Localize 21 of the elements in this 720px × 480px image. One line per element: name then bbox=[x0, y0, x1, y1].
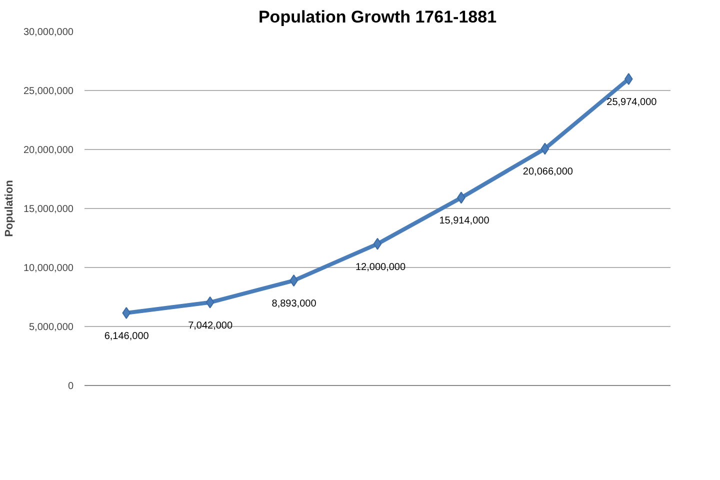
y-tick-label: 15,000,000 bbox=[23, 204, 74, 215]
point bbox=[624, 73, 633, 86]
point bbox=[540, 142, 550, 155]
chart-title: Population Growth 1761-1881 bbox=[258, 8, 497, 26]
data-label: 20,066,000 bbox=[522, 166, 574, 178]
y-tick-label: 30,000,000 bbox=[23, 27, 74, 38]
y-tick-label: 10,000,000 bbox=[23, 263, 74, 274]
point bbox=[373, 238, 382, 250]
point bbox=[206, 296, 214, 308]
y-tick-label: 20,000,000 bbox=[23, 145, 74, 156]
data-label: 6,146,000 bbox=[104, 330, 150, 342]
y-tick-label: 25,000,000 bbox=[23, 86, 74, 97]
y-tick-label: 0 bbox=[68, 381, 74, 392]
y-tick-label: 5,000,000 bbox=[29, 322, 74, 333]
data-label: 15,914,000 bbox=[439, 216, 490, 227]
y-axis-title: Population bbox=[3, 180, 16, 237]
data-label: 25,974,000 bbox=[606, 97, 658, 108]
point bbox=[122, 306, 131, 319]
data-label: 8,893,000 bbox=[272, 298, 317, 310]
data-label: 12,000,000 bbox=[356, 262, 406, 273]
data-label: 7,042,000 bbox=[188, 320, 233, 332]
